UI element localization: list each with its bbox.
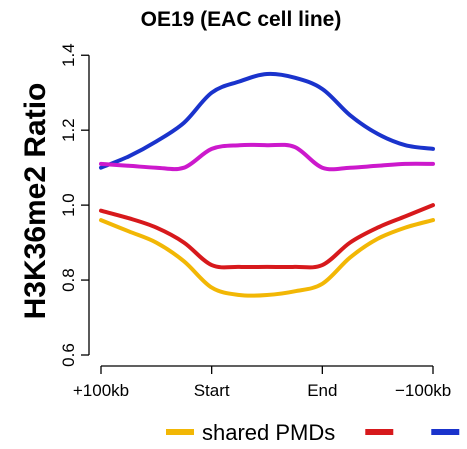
legend: shared PMDs	[166, 420, 460, 445]
x-tick-label: Start	[194, 381, 230, 400]
x-tick-label: −100kb	[395, 381, 451, 400]
y-axis-label: H3K36me2 Ratio	[19, 83, 52, 320]
y-tick-label: 1.4	[59, 43, 78, 67]
x-tick-label: End	[307, 381, 337, 400]
series-line-1	[99, 218, 435, 298]
axes: 0.6 0.8 1.0 1.2 1.4 +100kb Start End −100kb	[59, 43, 451, 400]
series-line-2	[99, 203, 435, 270]
plot-lines	[99, 71, 435, 298]
y-tick-label: 1.2	[59, 118, 78, 142]
series-line-3	[99, 71, 435, 170]
series-line-4	[99, 142, 435, 172]
chart-title: OE19 (EAC cell line)	[141, 8, 342, 31]
y-tick-label: 1.0	[59, 193, 78, 217]
y-tick-label: 0.8	[59, 268, 78, 292]
legend-label: shared PMDs	[202, 420, 335, 445]
y-tick-label: 0.6	[59, 343, 78, 367]
x-tick-label: +100kb	[73, 381, 129, 400]
